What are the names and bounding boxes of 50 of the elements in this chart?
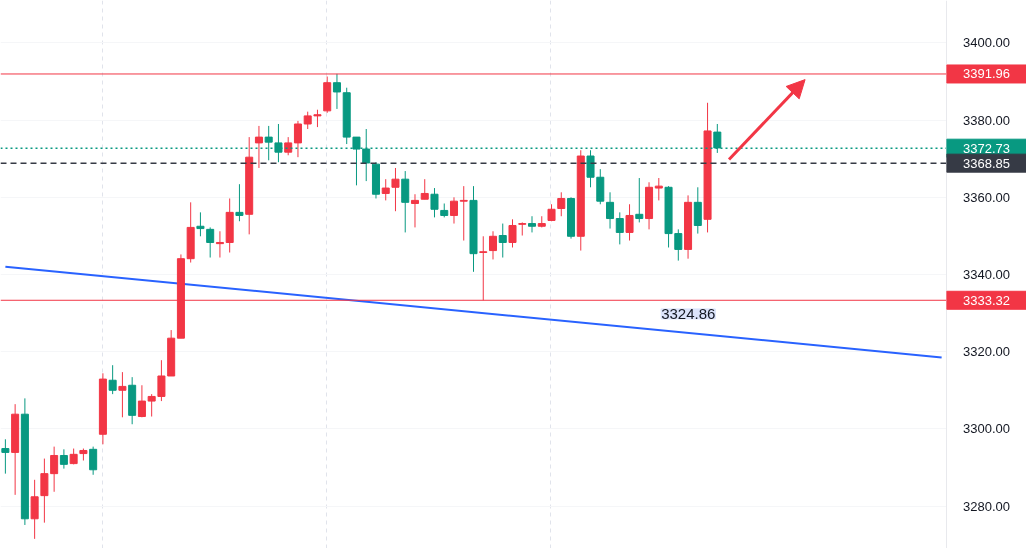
candlestick xyxy=(50,446,59,493)
candlestick xyxy=(381,178,390,201)
candlestick xyxy=(30,479,39,540)
y-tick-label: 3280.00 xyxy=(963,498,1010,514)
candlestick xyxy=(557,191,566,217)
candlestick xyxy=(1,438,10,475)
candlestick xyxy=(498,223,507,259)
candlestick xyxy=(137,384,146,418)
candlestick xyxy=(254,125,263,169)
candlestick xyxy=(118,371,127,418)
annotation: 3324.86 xyxy=(661,304,716,322)
candlestick xyxy=(508,218,517,248)
ref-line-label: 3372.73 xyxy=(963,140,1010,156)
candlestick xyxy=(586,149,595,188)
candlestick xyxy=(410,193,419,228)
candlestick xyxy=(615,211,624,245)
candlestick xyxy=(293,120,302,158)
candlestick xyxy=(40,458,49,524)
candlestick xyxy=(196,211,205,237)
candlestick xyxy=(108,364,117,395)
candlestick xyxy=(625,203,634,242)
candlestick xyxy=(528,215,537,233)
y-tick-label: 3360.00 xyxy=(963,189,1010,205)
candlestick xyxy=(332,73,341,110)
candlestick xyxy=(215,230,224,259)
candlestick xyxy=(430,187,439,218)
y-tick-label: 3300.00 xyxy=(963,421,1010,437)
ref-line-label: 3333.32 xyxy=(963,292,1010,308)
y-tick-label: 3340.00 xyxy=(963,267,1010,282)
candlestick xyxy=(635,177,644,223)
candlestick xyxy=(654,177,663,201)
candlestick xyxy=(518,221,527,237)
y-tick-label: 3400.00 xyxy=(963,35,1010,51)
candlestick xyxy=(596,168,605,205)
candlestick xyxy=(401,170,410,233)
candlestick xyxy=(59,448,68,470)
y-tick-label: 3320.00 xyxy=(963,344,1010,360)
candlestick xyxy=(488,230,498,260)
candlestick xyxy=(235,183,244,222)
candlestick xyxy=(459,185,468,242)
candlestick xyxy=(606,191,615,230)
candlestick xyxy=(206,226,215,259)
y-tick-label: 3380.00 xyxy=(963,112,1010,128)
candlestick xyxy=(693,186,702,235)
candlestick xyxy=(420,178,429,200)
candlestick xyxy=(449,196,459,225)
ref-line-label: 3368.85 xyxy=(963,155,1010,171)
candlestick xyxy=(391,167,400,212)
ref-line-label: 3391.96 xyxy=(963,66,1010,82)
candlestick xyxy=(89,446,98,476)
